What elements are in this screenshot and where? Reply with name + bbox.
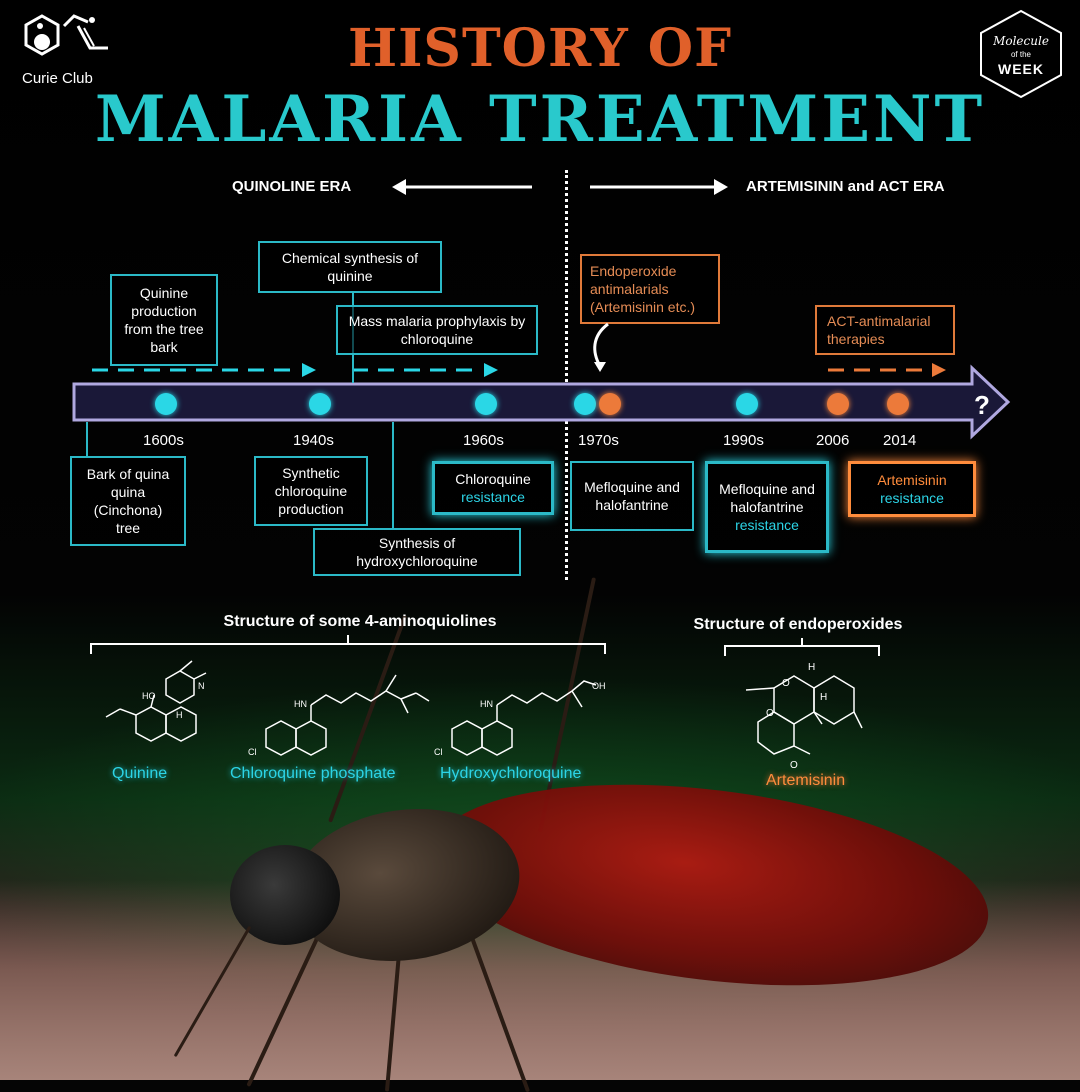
quinoline-dashed-arrow xyxy=(92,363,498,377)
box-hydroxychloroquine-synthesis: Synthesis of hydroxychloroquine xyxy=(313,528,521,576)
aminoquinolines-heading: Structure of some 4-aminoquiolines xyxy=(223,613,497,630)
connector-line xyxy=(392,422,394,530)
year-1600s: 1600s xyxy=(143,432,184,449)
timeline-dot-1600s xyxy=(155,393,177,415)
chloroquine-hn-label: HN xyxy=(294,699,307,709)
title-line1: HISTORY OF xyxy=(347,18,733,79)
box-mass-prophylaxis: Mass malaria prophylaxis by chloroquine xyxy=(336,305,538,355)
box-quinine-production: Quinine production from the tree bark xyxy=(110,274,218,366)
resistance-label: resistance xyxy=(735,517,799,533)
artemisinin-molecule: H H O O O xyxy=(745,662,863,770)
hydroxychloroquine-cl-label: Cl xyxy=(434,747,443,757)
resistance-label: resistance xyxy=(880,490,944,506)
year-1970s: 1970s xyxy=(578,432,619,449)
quinine-ho-label: HO xyxy=(142,691,156,701)
artemisinin-h-label: H xyxy=(820,692,827,703)
endoperoxides-bracket xyxy=(724,638,880,656)
mefloquine-halofantrine-label: Mefloquine and halofantrine xyxy=(719,481,815,515)
aminoquinolines-bracket xyxy=(90,635,606,654)
era-divider xyxy=(565,170,568,580)
quinine-h-label: H xyxy=(176,710,183,720)
box-mefloquine: Mefloquine and halofantrine xyxy=(570,461,694,531)
chloroquine-molecule: HN Cl xyxy=(248,674,430,757)
box-artemisinin-resistance: Artemisinin resistance xyxy=(848,461,976,517)
right-arrow-icon xyxy=(590,179,728,195)
logo-name: Curie Club xyxy=(22,70,93,87)
badge-line2: of the xyxy=(1010,50,1031,59)
curved-arrow-icon xyxy=(593,322,609,372)
molecule-of-the-week-badge: Molecule of the WEEK xyxy=(976,8,1066,100)
box-chloroquine-resistance: Chloroquine resistance xyxy=(432,461,554,515)
year-1990s: 1990s xyxy=(723,432,764,449)
timeline-dot-2014 xyxy=(887,393,909,415)
chloroquine-cl-label: Cl xyxy=(248,747,257,757)
timeline-dot-1970s xyxy=(574,393,596,415)
badge-line3: WEEK xyxy=(998,61,1044,77)
curie-club-logo: Curie Club xyxy=(18,8,128,88)
quinine-label: Quinine xyxy=(112,765,168,782)
quinoline-era-label: QUINOLINE ERA xyxy=(232,178,352,195)
artemisinin-label: Artemisinin xyxy=(877,472,947,488)
chloroquine-phosphate-label: Chloroquine phosphate xyxy=(230,765,396,782)
artemisinin-era-label: ARTEMISININ and ACT ERA xyxy=(746,178,945,195)
chloroquine-label: Chloroquine xyxy=(455,471,531,487)
year-1960s: 1960s xyxy=(463,432,504,449)
hydroxychloroquine-hn-label: HN xyxy=(480,699,493,709)
timeline-end-marker: ? xyxy=(974,390,990,420)
year-2006: 2006 xyxy=(816,432,850,449)
left-arrow-icon xyxy=(392,179,532,195)
box-act-therapies: ACT-antimalarial therapies xyxy=(815,305,955,355)
resistance-label: resistance xyxy=(461,489,525,505)
artemisinin-o-label: O xyxy=(790,760,798,770)
timeline-dot-2006 xyxy=(827,393,849,415)
quinine-n-label: N xyxy=(198,681,205,691)
flask-molecule-icon xyxy=(24,14,108,56)
hydroxychloroquine-label: Hydroxychloroquine xyxy=(440,765,582,782)
endoperoxides-heading: Structure of endoperoxides xyxy=(693,616,903,633)
hexagon-badge-icon xyxy=(980,9,1062,99)
year-2014: 2014 xyxy=(883,432,917,449)
act-dashed-arrow xyxy=(828,363,946,377)
hydroxychloroquine-oh-label: OH xyxy=(592,681,606,691)
timeline-dot-1960s xyxy=(475,393,497,415)
timeline-dot-1990s xyxy=(736,393,758,415)
quinine-molecule: HO H N xyxy=(105,660,207,742)
title-line2: MALARIA TREATMENT xyxy=(94,82,986,157)
box-endoperoxide: Endoperoxide antimalarials (Artemisinin … xyxy=(580,254,720,324)
box-synthetic-chloroquine: Synthetic chloroquine production xyxy=(254,456,368,526)
timeline-dot-1940s xyxy=(309,393,331,415)
connector-line xyxy=(86,422,88,458)
box-mefloquine-resistance: Mefloquine and halofantrine resistance xyxy=(705,461,829,553)
year-1940s: 1940s xyxy=(293,432,334,449)
badge-line1: Molecule xyxy=(993,34,1049,48)
artemisinin-o-label: O xyxy=(782,678,790,689)
artemisinin-label: Artemisinin xyxy=(766,772,846,789)
box-chemical-synthesis: Chemical synthesis of quinine xyxy=(258,241,442,293)
artemisinin-h-label: H xyxy=(808,662,815,673)
aminoquinoline-structures: HO H N HN Cl HN Cl OH xyxy=(105,660,606,757)
hydroxychloroquine-molecule: HN Cl OH xyxy=(434,680,606,757)
artemisinin-o-label: O xyxy=(766,708,774,719)
timeline-arrow xyxy=(72,364,1011,440)
timeline-dot-1970s-artemisinin xyxy=(599,393,621,415)
box-bark: Bark of quina quina (Cinchona) tree xyxy=(70,456,186,546)
